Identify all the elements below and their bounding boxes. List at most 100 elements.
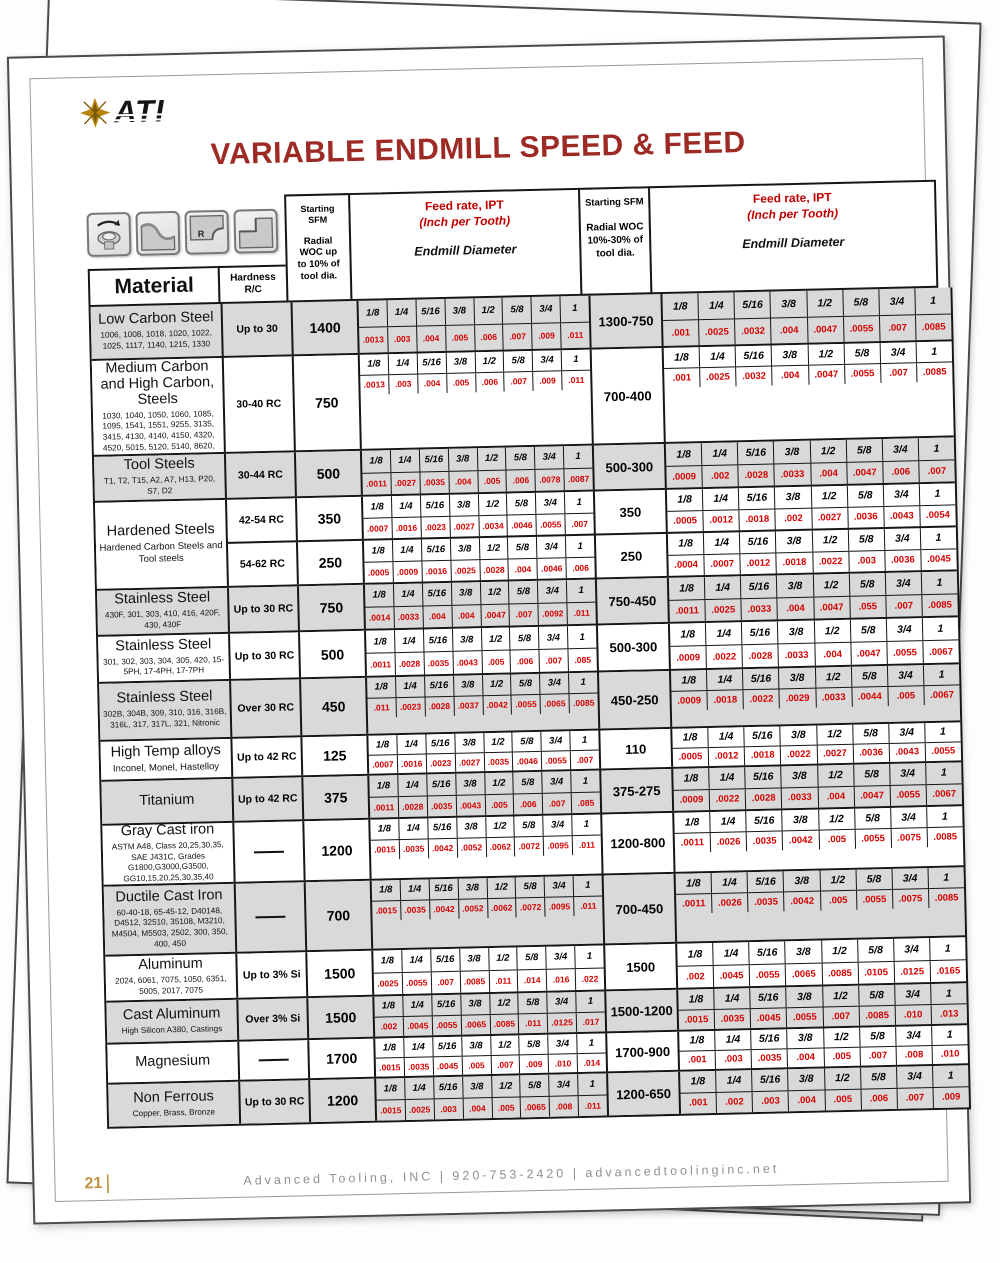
ipt-value-cell: .005 [485, 793, 515, 816]
ipt-value-cell: .0035 [400, 899, 431, 921]
ipt-value-row: .001.0025.0032.004.0047.0055.007 .0085 [662, 312, 952, 346]
diameter-header-cell: 1/2 [479, 537, 509, 559]
ipt-value-cell: .0125 [894, 960, 931, 983]
diameter-header-cell: 5/16 [433, 1076, 464, 1098]
ipt-value-cell: .0055 [542, 750, 572, 770]
diameter-header-cell: 5/8 [517, 946, 547, 969]
ipt-value-cell: .0085 [460, 970, 490, 993]
ipt-value-cell: .002 [716, 1091, 754, 1113]
ipt-value-cell: .007 [576, 754, 594, 765]
ipt-value-cell: .0035 [420, 471, 450, 494]
diameter-header-cell: 1 [935, 531, 942, 545]
diameter-header-cell: 5/16 [426, 733, 456, 753]
feed-cells-left: 1/8 1/4 5/16 3/8 1/2 5/8 3/4 1.0015.0035.0042.0… [370, 814, 604, 879]
ipt-value-cell: .006 [572, 562, 590, 573]
ipt-value-cell: .005 [824, 1047, 861, 1067]
diameter-header-cell: 3/4 [889, 763, 927, 785]
diameter-header-cell: 5/16 [432, 994, 462, 1015]
ipt-value-cell: .006 [861, 1088, 898, 1110]
hardness-cell: Up to 30 RC [240, 1080, 312, 1124]
material-cell: Tool Steels T1, T2, T15, A2, A7, H13, P20… [93, 453, 227, 501]
ipt-value-cell: .005 [819, 829, 856, 850]
ipt-value-cell: .0052 [457, 837, 487, 858]
diameter-header-cell: 5/8 [509, 580, 539, 604]
svg-text:R: R [198, 229, 205, 239]
ipt-value-cell: .0047 [851, 641, 888, 665]
ipt-value-cell: .0072 [515, 836, 545, 857]
ipt-value-cell: .011 [519, 1013, 549, 1034]
ipt-value-cell: .0055 [887, 641, 924, 664]
material-cell: Ductile Cast Iron 60-40-18, 65-45-12, D40… [103, 883, 238, 955]
diameter-header-cell: 5/8 [518, 992, 548, 1013]
ipt-value-cell: .0043 [456, 794, 486, 816]
ipt-value-cell: .0055 [856, 889, 894, 910]
ipt-value-cell: .002 [374, 1016, 405, 1037]
diameter-header-cell: 3/4 [532, 350, 563, 371]
diameter-header-cell: 1/8 [678, 988, 715, 1010]
diameter-header-cell: 5/16 [419, 448, 449, 472]
ipt-value-cell: .007 [571, 518, 589, 529]
shoulder-slot-icon [233, 208, 279, 254]
diameter-header-cell: 5/16 [745, 766, 783, 788]
ipt-mini-table: 1/8 1/4 5/16 3/8 1/2 5/8 3/4 1.0004.0007.0012.0… [667, 527, 957, 576]
ipt-value-cell: .004 [508, 558, 539, 580]
diameter-header-cell: 1 [589, 1078, 596, 1090]
diameter-header-cell: 5/8 [846, 439, 884, 462]
material-grades: 301, 302, 303, 304, 305, 420, 15-5PH, 17… [102, 654, 225, 677]
diameter-header-cell: 3/4 [885, 572, 923, 595]
diameter-header-cell: 1/8 [668, 577, 706, 600]
sfm-cell: 1200 [310, 1078, 378, 1123]
diameter-header-cell: 1/8 [368, 735, 398, 755]
ipt-value-cell: .006 [474, 324, 505, 351]
diameter-header-cell: 5/8 [860, 1066, 898, 1089]
ipt-value-cell: .0013 [359, 326, 389, 353]
diameter-header-cell: 1/2 [491, 1075, 521, 1097]
ipt-value-cell: .005 [477, 470, 508, 493]
speed-feed-table: R Material Hardness R/C Starting SFM Rad… [86, 179, 971, 1129]
diameter-header-cell: 1/2 [811, 485, 848, 508]
ipt-mini-table: 1/8 1/4 5/16 3/8 1/2 5/8 3/4 1 .001.003.0035.004… [679, 1025, 968, 1070]
diameter-header-cell: 1/2 [477, 447, 507, 470]
diameter-header-cell: 3/8 [787, 1028, 825, 1048]
diameter-header-cell: 1 [573, 354, 579, 366]
ipt-mini-table: 1/8 1/4 5/16 3/8 1/2 5/8 3/4 1.001.0025.0032.00… [663, 341, 953, 388]
ipt-value-cell: .0022 [781, 745, 818, 765]
diameter-header-cell: 1/2 [824, 1067, 862, 1089]
diameter-header-cell: 5/8 [844, 343, 881, 364]
ipt-value-cell: .0033 [782, 787, 819, 809]
ipt-value-cell: .004 [423, 605, 453, 628]
diameter-header-cell: 5/8 [856, 868, 893, 890]
feed-cells-right: 1/8 1/4 5/16 3/8 1/2 5/8 3/4 1.001.0025.0032.00… [663, 341, 954, 442]
diameter-header-cell: 5/8 [514, 815, 544, 836]
sfm-cell: 1400 [292, 300, 360, 355]
ipt-value-cell: .005 [462, 1055, 492, 1075]
ipt-value-row: .0013.003.004.005.006.007.009 .011 [359, 321, 590, 353]
ipt-value-cell: .0085 [921, 321, 946, 333]
ipt-value-cell: .0046 [537, 557, 567, 579]
diameter-header-cell: 1/2 [817, 764, 855, 787]
ipt-value-cell: .0035 [751, 1048, 789, 1069]
diameter-header-cell: 1/4 [403, 995, 433, 1016]
material-cell: Hardened Steels Hardened Carbon Steels an… [95, 499, 229, 589]
sfm-range-cell: 500-300 [597, 623, 671, 671]
diameter-header-cell: 5/16 [422, 582, 453, 605]
ipt-value-cell: .0043 [453, 651, 483, 674]
material-name: Medium Carbon and High Carbon, Steels [100, 358, 215, 408]
ipt-value-row: .0025.0055.007.0085.011.014.016 .022 [373, 966, 605, 995]
feed-cells-left: 1/8 1/4 5/16 3/8 1/2 5/8 3/4 1.0007.0016.0023.0… [368, 730, 602, 774]
material-name: Magnesium [135, 1052, 211, 1071]
diameter-header-cell: 5/16 [749, 941, 787, 964]
ipt-value-cell: .0045 [403, 1015, 433, 1037]
ipt-value-cell: .0065 [786, 963, 823, 986]
page-number: 21 [84, 1174, 103, 1192]
material-name: Low Carbon Steel [98, 309, 214, 329]
material-name: Cast Aluminum [122, 1004, 221, 1024]
diameter-header-cell: 3/4 [893, 938, 931, 961]
ipt-value-cell: .007 [860, 1046, 897, 1066]
ipt-value-cell: .0055 [749, 963, 787, 987]
ipt-value-cell: .006 [510, 649, 541, 673]
left-feed-title: Feed rate, IPT [424, 197, 504, 214]
ipt-value-cell: .0028 [395, 652, 425, 676]
ipt-value-cell: .004 [772, 365, 810, 386]
ipt-value-cell: .0067 [932, 788, 957, 801]
